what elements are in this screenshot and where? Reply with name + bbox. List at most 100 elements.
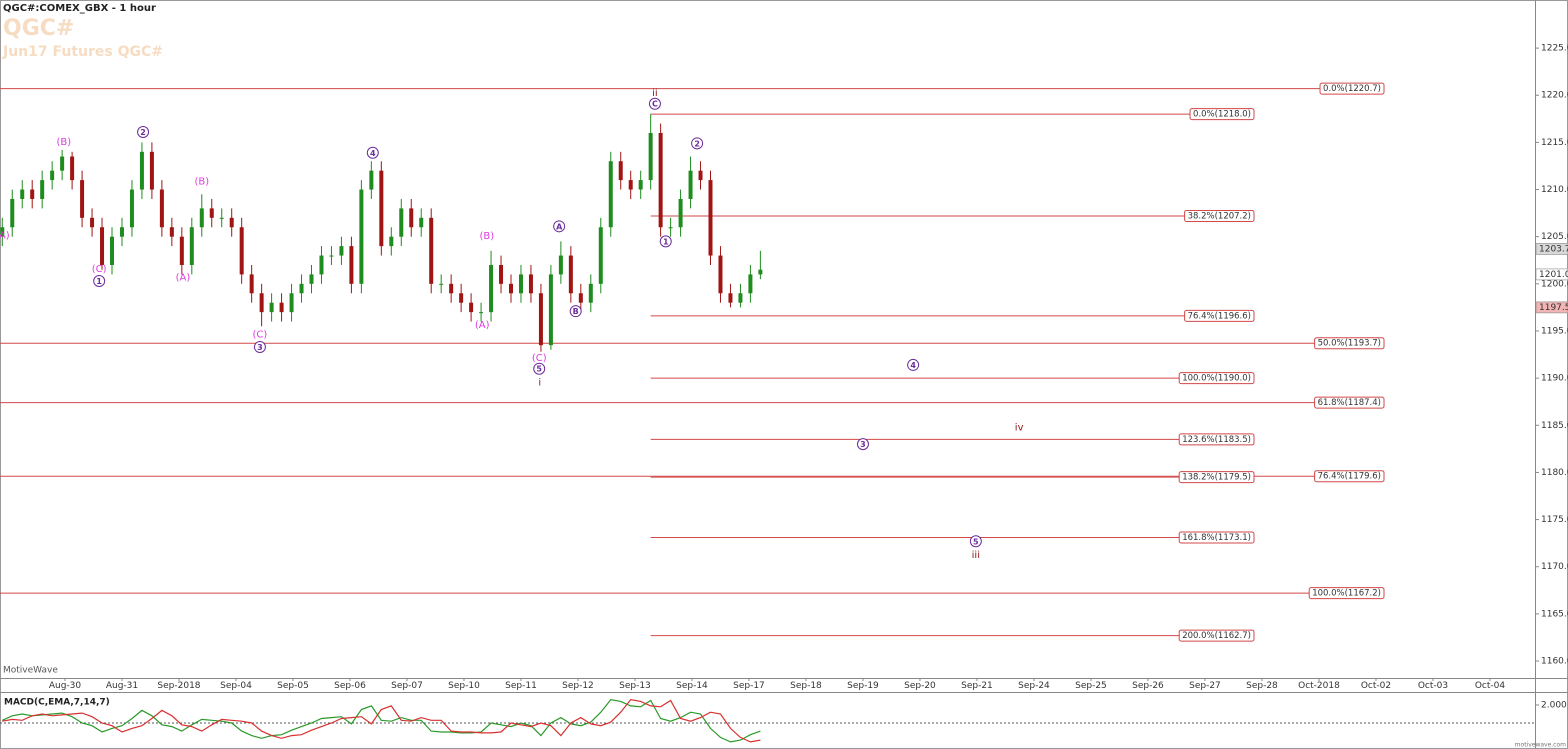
candle-body xyxy=(179,236,184,265)
fib-label: 161.8%(1173.1) xyxy=(1182,533,1251,543)
wave-label: C xyxy=(652,100,658,109)
x-tick-label: Oct-2018 xyxy=(1298,681,1340,691)
wave-label: (B) xyxy=(479,231,494,242)
candle-body xyxy=(658,132,663,228)
candle-body xyxy=(748,274,753,294)
candle-body xyxy=(409,208,414,228)
x-tick-label: Sep-13 xyxy=(619,681,651,691)
x-tick-label: Oct-04 xyxy=(1475,681,1506,691)
wave-label: (C) xyxy=(253,329,268,340)
candle-body xyxy=(738,293,743,303)
candle-body xyxy=(449,283,454,294)
candle-body xyxy=(638,180,643,190)
x-tick-label: Oct-03 xyxy=(1418,681,1448,691)
watermark: motivewave.com xyxy=(1515,742,1566,749)
candle-body xyxy=(309,274,314,284)
y-tick-label: 1175.0 xyxy=(1541,515,1568,525)
candle-body xyxy=(758,269,763,275)
x-tick-label: Sep-24 xyxy=(1018,681,1050,691)
macd-line xyxy=(2,698,761,743)
candle-body xyxy=(359,189,364,284)
subtitle: Jun17 Futures QGC# xyxy=(2,44,163,60)
wave-label: 3 xyxy=(860,440,866,449)
wave-label: 5 xyxy=(536,365,542,374)
candle-body xyxy=(279,302,284,313)
candle-body xyxy=(538,293,543,346)
macd-title: MACD(C,EMA,7,14,7) xyxy=(4,698,110,708)
wave-label: (A) xyxy=(176,273,191,284)
price-marker-label: 1201.0 xyxy=(1539,270,1568,280)
candle-body xyxy=(568,255,573,294)
wave-label: 2 xyxy=(140,128,146,137)
x-tick-label: Sep-11 xyxy=(505,681,537,691)
chart-title: QGC#:COMEX_GBX - 1 hour xyxy=(3,3,156,14)
y-tick-label: 1220.0 xyxy=(1541,91,1568,101)
candle-body xyxy=(169,227,174,237)
wave-label: ii xyxy=(652,88,658,99)
price-marker xyxy=(1535,243,1568,255)
symbol: QGC# xyxy=(3,16,74,41)
wave-label: iv xyxy=(1015,423,1024,434)
y-tick-label: 1180.0 xyxy=(1541,468,1568,478)
fib-label: 38.2%(1207.2) xyxy=(1188,211,1251,221)
candle-body xyxy=(728,293,733,303)
x-tick-label: Sep-21 xyxy=(961,681,993,691)
price-marker-label: 1197.5 xyxy=(1539,303,1568,313)
y-tick-label: 1160.0 xyxy=(1541,657,1568,667)
fib-label-box xyxy=(1314,337,1385,350)
x-tick-label: Aug-30 xyxy=(49,681,82,691)
x-tick-label: Sep-2018 xyxy=(157,681,200,691)
candle-body xyxy=(90,217,95,228)
y-tick-label: 1225.0 xyxy=(1541,44,1568,54)
candle-body xyxy=(688,170,693,199)
fib-label-box xyxy=(1184,309,1255,322)
x-tick-label: Sep-19 xyxy=(847,681,879,691)
wave-label: B xyxy=(573,307,579,316)
candle-body xyxy=(149,151,154,190)
candle-body xyxy=(558,255,563,275)
fib-label-box xyxy=(1314,396,1385,409)
candle-body xyxy=(80,180,85,218)
fib-label: 0.0%(1218.0) xyxy=(1193,110,1251,120)
candle-body xyxy=(528,274,533,294)
wave-circle xyxy=(907,358,920,371)
candle-body xyxy=(110,236,115,265)
candle-body xyxy=(249,274,254,294)
x-tick-label: Sep-20 xyxy=(904,681,936,691)
price-marker xyxy=(1535,268,1568,281)
y-tick-label: 1170.0 xyxy=(1541,562,1568,572)
fib-label-box xyxy=(1178,471,1255,484)
x-tick-label: Sep-28 xyxy=(1246,681,1278,691)
wave-circle xyxy=(553,220,566,233)
wave-label: A xyxy=(556,222,563,231)
price-marker xyxy=(1535,301,1568,314)
candle-body xyxy=(70,156,75,181)
wave-label: 1 xyxy=(663,237,669,246)
fib-label: 138.2%(1179.5) xyxy=(1182,473,1251,483)
candle-body xyxy=(219,217,224,219)
candle-body xyxy=(509,283,514,294)
wave-circle xyxy=(969,535,982,548)
wave-circle xyxy=(648,97,661,110)
candle-body xyxy=(229,217,234,228)
candle-body xyxy=(668,227,673,229)
x-tick-label: Sep-27 xyxy=(1189,681,1221,691)
wave-label: i xyxy=(538,377,541,388)
x-tick-label: Sep-18 xyxy=(790,681,822,691)
y-tick-label: 1165.0 xyxy=(1541,609,1568,619)
candle-body xyxy=(548,274,553,346)
candle-body xyxy=(20,189,25,199)
candle-body xyxy=(10,198,15,228)
wave-circle xyxy=(569,305,582,318)
candle-body xyxy=(119,227,124,237)
fib-label: 76.4%(1179.6) xyxy=(1318,472,1381,482)
candle-body xyxy=(129,189,134,228)
wave-circle xyxy=(659,235,672,248)
candle-body xyxy=(159,189,164,228)
wave-label: 4 xyxy=(910,361,916,370)
candle-body xyxy=(469,302,474,313)
candle-body xyxy=(40,180,45,199)
y-tick-label: 1205.0 xyxy=(1541,232,1568,242)
fib-label: 100.0%(1190.0) xyxy=(1182,374,1251,384)
candle-body xyxy=(199,208,204,228)
